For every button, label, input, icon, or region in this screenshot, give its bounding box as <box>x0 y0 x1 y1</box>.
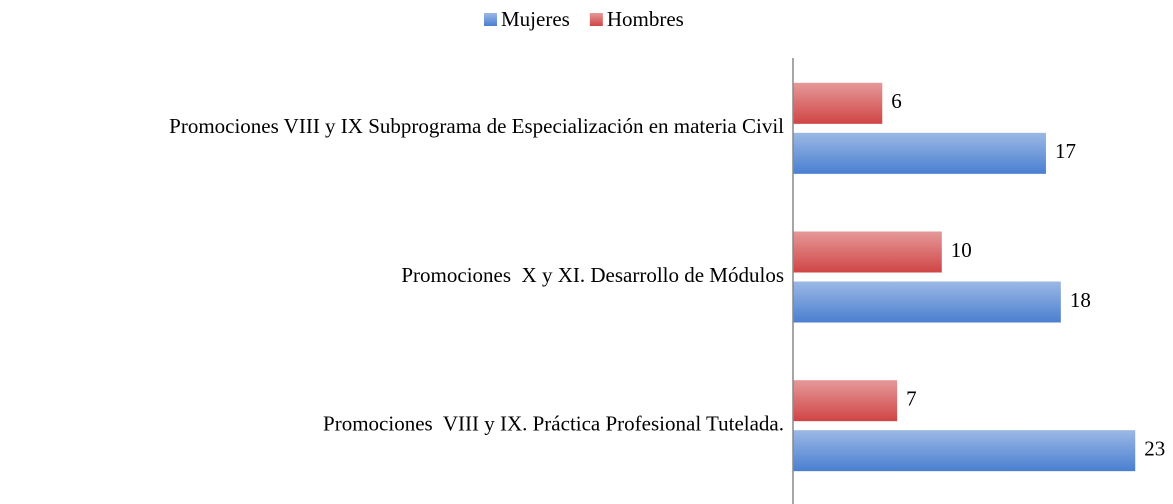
y-tick-label: Promociones VIII y IX. Práctica Profesio… <box>323 411 784 435</box>
data-label: 18 <box>1070 288 1091 312</box>
legend-swatch <box>484 13 497 26</box>
bar <box>793 380 898 422</box>
bar <box>793 231 942 273</box>
legend-label: Hombres <box>607 7 684 31</box>
data-label: 6 <box>891 89 902 113</box>
legend-swatch <box>589 13 603 26</box>
bar <box>793 132 1046 174</box>
data-label: 10 <box>951 238 972 262</box>
y-tick-label: Promociones VIII y IX Subprograma de Esp… <box>169 114 784 138</box>
bar <box>793 281 1061 323</box>
legend-label: Mujeres <box>501 7 570 31</box>
bar <box>793 82 883 124</box>
y-tick-label: Promociones X y XI. Desarrollo de Módulo… <box>401 263 784 287</box>
data-label: 17 <box>1055 139 1076 163</box>
data-label: 23 <box>1144 436 1165 460</box>
bar <box>793 430 1136 472</box>
data-label: 7 <box>906 386 917 410</box>
